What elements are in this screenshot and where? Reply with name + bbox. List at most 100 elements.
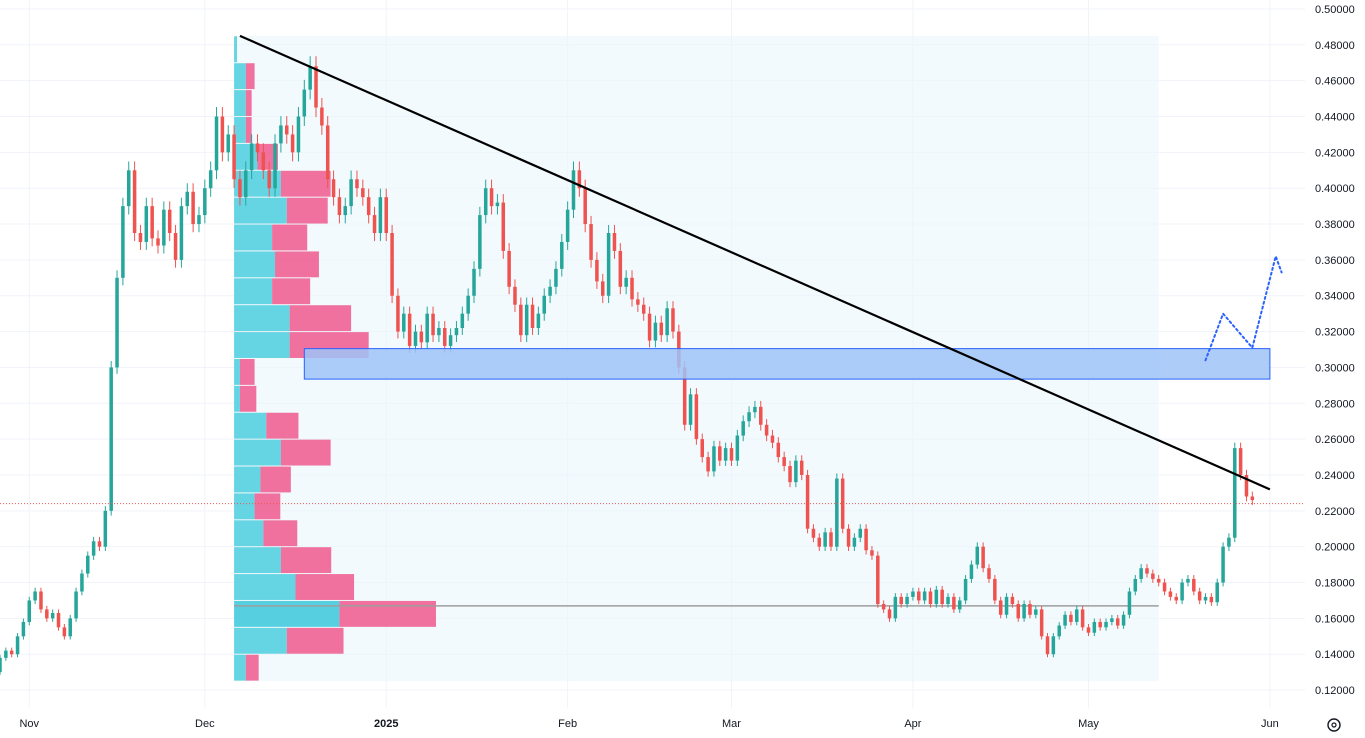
candle-body xyxy=(1098,621,1102,628)
candle-body xyxy=(308,66,312,90)
time-axis[interactable]: Nov Dec 2025 Feb Mar Apr May Jun xyxy=(19,718,1278,730)
candle-body xyxy=(636,299,640,305)
volume-profile-up-bar xyxy=(234,305,290,332)
candle-body xyxy=(232,134,236,180)
candle-body xyxy=(548,286,552,296)
candle-body xyxy=(1045,636,1050,655)
candle-body xyxy=(846,528,851,547)
candle-body xyxy=(501,202,506,251)
candle-body xyxy=(15,636,20,655)
candle-body xyxy=(782,457,786,467)
candle-body xyxy=(589,224,593,260)
candle-body xyxy=(1145,568,1149,574)
settings-icon[interactable] xyxy=(1327,718,1341,732)
candle-body xyxy=(1057,625,1061,637)
price-tick-label: 0.42000 xyxy=(1315,147,1355,159)
candle-body xyxy=(9,650,14,655)
candle-body xyxy=(1104,621,1108,628)
candle-body xyxy=(238,179,242,198)
projection-path[interactable] xyxy=(1204,252,1283,362)
candle-body xyxy=(876,555,880,605)
price-tick-label: 0.50000 xyxy=(1315,4,1355,16)
candle-body xyxy=(121,206,125,278)
candle-body xyxy=(45,609,49,619)
candle-body xyxy=(249,143,254,171)
volume-profile-down-bar xyxy=(289,305,352,332)
candle-body xyxy=(870,550,874,556)
candle-body xyxy=(325,125,330,180)
price-tick-label: 0.34000 xyxy=(1315,291,1355,303)
candle-body xyxy=(91,541,96,556)
candle-body xyxy=(829,532,833,547)
candle-body xyxy=(115,277,119,368)
candle-body xyxy=(998,600,1003,615)
candle-body xyxy=(735,435,740,461)
candle-body xyxy=(1221,546,1225,583)
volume-profile-down-bar xyxy=(239,385,257,412)
candle-body xyxy=(162,209,166,246)
candle-body xyxy=(1209,596,1214,603)
candle-body xyxy=(688,394,693,425)
candle-body xyxy=(595,259,599,282)
candle-body xyxy=(56,613,61,628)
volume-profile-up-bar xyxy=(234,117,246,143)
candle-body xyxy=(27,600,32,622)
candle-body xyxy=(641,304,646,314)
volume-profile-down-bar xyxy=(280,439,331,466)
candle-body xyxy=(372,215,377,234)
candle-body xyxy=(302,89,307,117)
price-tick-label: 0.24000 xyxy=(1315,470,1355,482)
candle-body xyxy=(50,613,55,619)
candle-body xyxy=(273,143,277,189)
candle-body xyxy=(799,460,804,475)
candle-body xyxy=(1168,591,1173,597)
resistance-zone-box xyxy=(303,348,1271,380)
trendline-line xyxy=(239,34,1271,491)
candle-body xyxy=(723,448,728,461)
candle-body xyxy=(957,600,962,610)
price-axis[interactable]: 0.50000 0.48000 0.46000 0.44000 0.42000 0.400… xyxy=(1315,4,1355,697)
candle-body xyxy=(682,367,687,425)
candle-body xyxy=(68,618,72,637)
resistance-zone[interactable] xyxy=(303,348,1271,380)
candle-body xyxy=(349,179,353,207)
candle-body xyxy=(893,596,898,619)
volume-profile-down-bar xyxy=(272,278,311,305)
candle-body xyxy=(554,268,558,287)
volume-profile-down-bar xyxy=(245,117,252,143)
volume-profile-down-bar xyxy=(245,654,259,681)
volume-profile-up-bar xyxy=(234,36,238,63)
candle-body xyxy=(601,281,605,296)
price-tick-label: 0.28000 xyxy=(1315,398,1355,410)
candle-body xyxy=(805,474,810,529)
candle-body xyxy=(963,578,968,601)
candle-body xyxy=(747,412,751,422)
candle-body xyxy=(460,313,465,329)
volume-profile-up-bar xyxy=(234,600,340,627)
candle-body xyxy=(97,541,102,547)
candle-body xyxy=(788,466,792,483)
time-tick-label: May xyxy=(1078,718,1099,730)
candle-body xyxy=(624,277,628,287)
candle-body xyxy=(1004,596,1009,615)
candle-body xyxy=(1086,627,1091,633)
candle-body xyxy=(852,537,857,547)
trendline[interactable] xyxy=(239,34,1271,491)
candle-body xyxy=(1139,568,1143,579)
price-tick-label: 0.16000 xyxy=(1315,613,1355,625)
price-tick-label: 0.48000 xyxy=(1315,40,1355,52)
candle-body xyxy=(472,268,476,296)
candle-body xyxy=(794,460,798,483)
candle-body xyxy=(1174,596,1179,601)
candle-body xyxy=(981,546,985,569)
candle-body xyxy=(718,446,722,461)
volume-profile-down-bar xyxy=(280,170,331,197)
candle-body xyxy=(437,328,441,336)
candle-body xyxy=(0,657,2,673)
candle-body xyxy=(74,591,78,619)
candle-body xyxy=(203,188,207,216)
candle-body xyxy=(144,206,149,242)
price-tick-label: 0.44000 xyxy=(1315,112,1355,124)
